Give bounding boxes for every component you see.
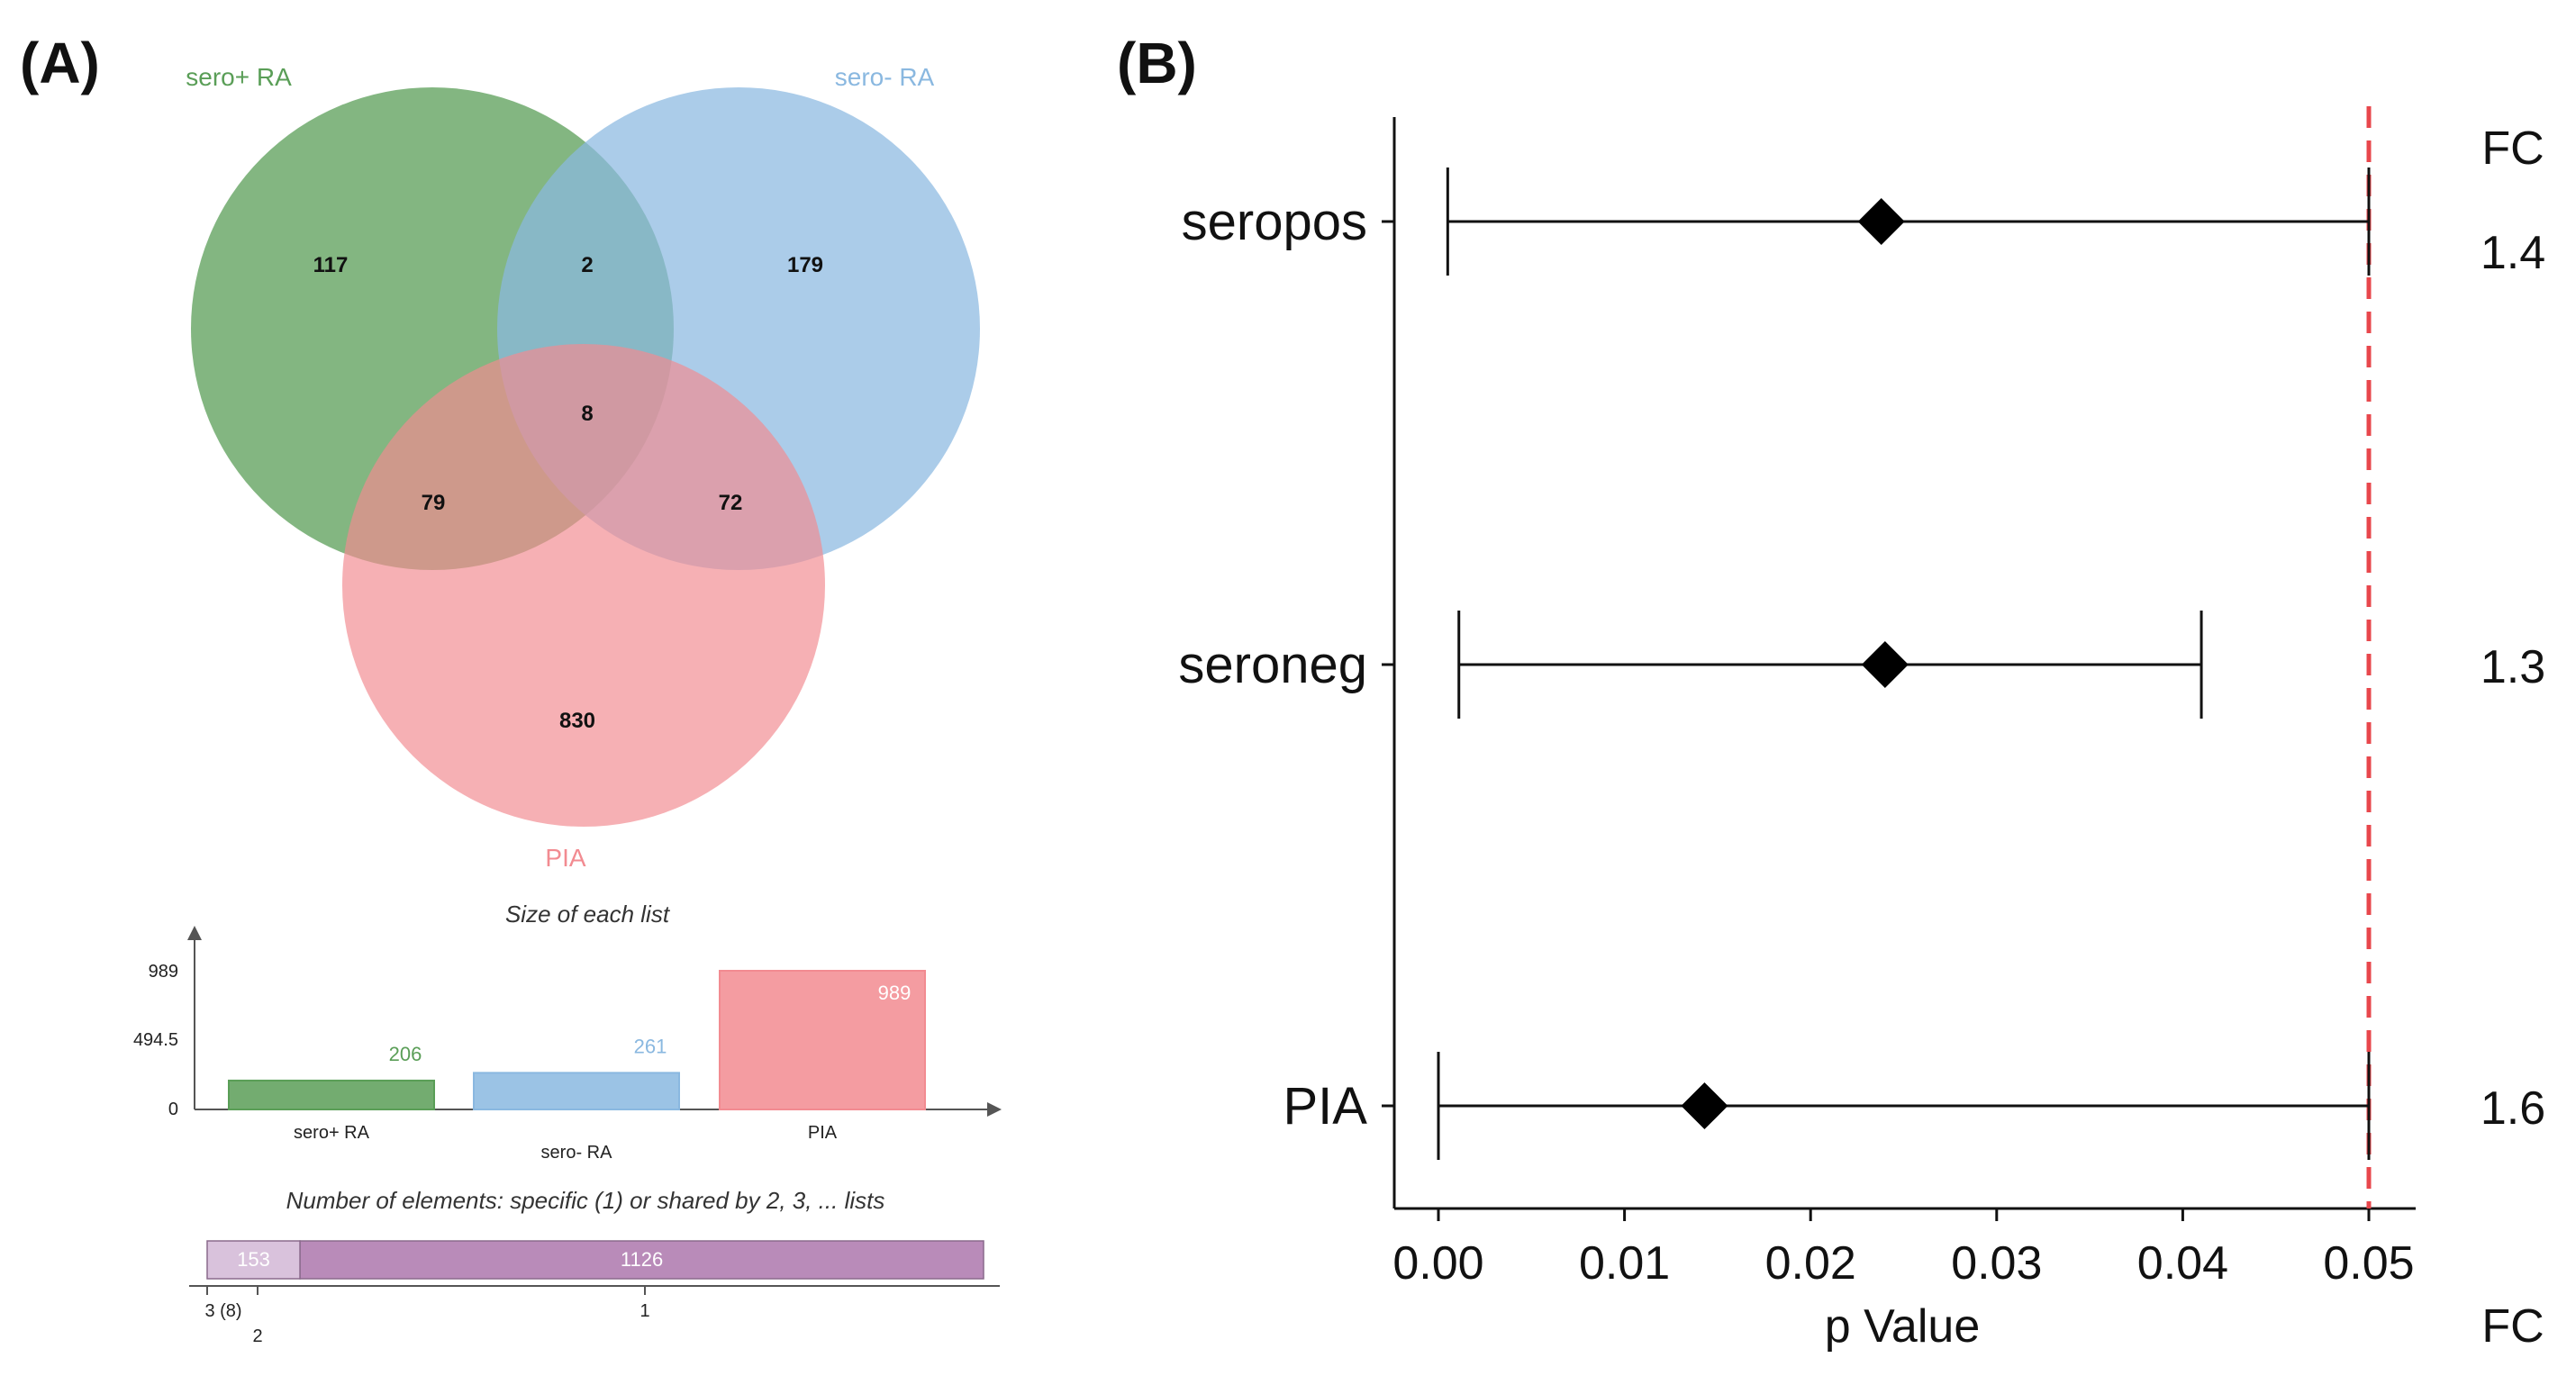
forest-x-tick-label: 0.05 — [2323, 1237, 2414, 1290]
list-size-ytick: 0 — [168, 1100, 178, 1119]
forest-x-axis-title: p Value — [1825, 1300, 1981, 1353]
fc-header: FC — [2481, 122, 2544, 175]
list-size-ytick: 494.5 — [133, 1030, 178, 1050]
list-size-chart: Size of each list 989 494.5 0 206 261 98… — [133, 901, 1002, 1163]
fc-footer: FC — [2481, 1300, 2544, 1353]
list-size-category-label: sero- RA — [541, 1143, 613, 1163]
list-size-bar — [719, 970, 926, 1110]
venn-label-seropos: sero+ RA — [186, 63, 292, 91]
forest-row-label: PIA — [1283, 1077, 1368, 1136]
list-size-ytick: 989 — [149, 962, 178, 982]
list-size-category-label: PIA — [808, 1123, 838, 1143]
venn-label-pia: PIA — [545, 844, 585, 872]
shared-count-axis-label: 2 — [252, 1326, 262, 1346]
list-size-bar-value: 261 — [634, 1035, 667, 1057]
shared-count-axis-label: 3 (8) — [204, 1301, 241, 1321]
list-size-category-label: sero+ RA — [294, 1123, 370, 1143]
forest-x-tick-label: 0.00 — [1392, 1237, 1483, 1290]
panel-a-label: (A) — [20, 31, 100, 95]
list-size-title: Size of each list — [505, 901, 671, 928]
panel-b-label: (B) — [1117, 31, 1197, 95]
list-size-x-arrow — [987, 1102, 1002, 1117]
list-size-bar-value: 989 — [878, 982, 912, 1004]
list-size-bar-value: 206 — [389, 1043, 422, 1065]
shared-count-title: Number of elements: specific (1) or shar… — [286, 1187, 885, 1214]
venn-count-all-three: 8 — [581, 402, 593, 426]
forest-row: seropos 1.4 — [1182, 167, 2545, 279]
shared-count-segment — [206, 1240, 301, 1280]
forest-row-label: seropos — [1182, 193, 1367, 251]
shared-count-axis-label: 1 — [639, 1301, 649, 1321]
venn-count-seroneg-only: 179 — [787, 253, 823, 277]
forest-estimate-marker — [1681, 1082, 1728, 1129]
venn-count-seroneg-pia: 72 — [719, 491, 743, 515]
forest-row: PIA 1.6 — [1283, 1052, 2545, 1160]
forest-x-tick-label: 0.04 — [2137, 1237, 2228, 1290]
venn-label-seroneg: sero- RA — [835, 63, 935, 91]
forest-x-tick-label: 0.03 — [1951, 1237, 2042, 1290]
venn-diagram: sero+ RA sero- RA PIA 117 2 179 8 79 72 … — [186, 63, 980, 872]
venn-count-seropos-only: 117 — [313, 253, 349, 277]
shared-count-segment — [299, 1240, 984, 1280]
shared-count-segment-label: 1126 — [621, 1248, 663, 1271]
list-size-bar — [473, 1072, 680, 1111]
forest-fc-value: 1.4 — [2481, 227, 2545, 279]
forest-estimate-marker — [1857, 198, 1905, 245]
forest-estimate-marker — [1861, 641, 1909, 688]
shared-count-segment-label: 153 — [237, 1248, 270, 1271]
forest-plot: 0.00 0.01 0.02 0.03 0.04 0.05 p Value FC… — [1178, 106, 2545, 1353]
forest-row: seroneg 1.3 — [1178, 611, 2545, 719]
venn-count-seropos-seroneg: 2 — [581, 253, 593, 277]
forest-x-tick-label: 0.02 — [1765, 1237, 1856, 1290]
shared-count-chart: Number of elements: specific (1) or shar… — [189, 1187, 1000, 1346]
forest-fc-value: 1.6 — [2481, 1082, 2545, 1135]
forest-x-tick-label: 0.01 — [1579, 1237, 1670, 1290]
forest-row-label: seroneg — [1178, 636, 1367, 694]
venn-count-pia-only: 830 — [559, 709, 595, 733]
list-size-bar — [228, 1079, 435, 1110]
list-size-y-arrow — [187, 926, 202, 940]
venn-circle-pia — [342, 344, 825, 827]
forest-fc-value: 1.3 — [2481, 641, 2545, 693]
venn-count-seropos-pia: 79 — [422, 491, 446, 515]
